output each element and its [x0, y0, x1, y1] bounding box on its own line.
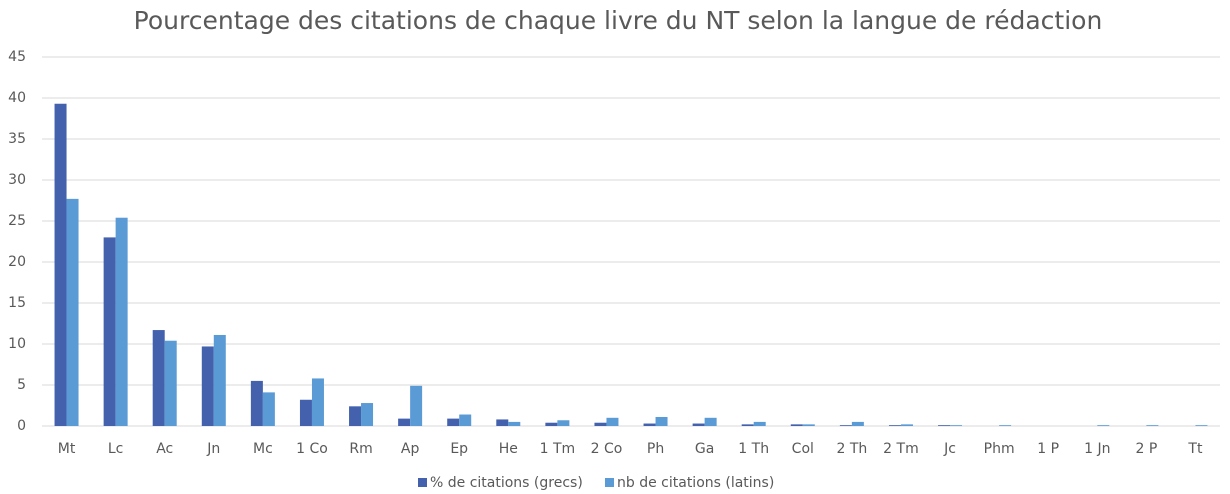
bar [164, 340, 177, 426]
bar [741, 424, 754, 426]
x-tick-label: 2 P [1135, 441, 1157, 457]
bar [753, 421, 766, 426]
bar [213, 334, 226, 426]
y-tick-label: 20 [8, 254, 26, 270]
legend-label: nb de citations (latins) [617, 475, 774, 491]
x-tick-label: 1 Co [296, 441, 328, 457]
x-tick-label: Ep [450, 441, 468, 457]
y-tick-label: 5 [17, 377, 26, 393]
bar [802, 424, 815, 426]
bar [66, 198, 79, 426]
x-tick-label: Mc [253, 441, 273, 457]
y-tick-label: 25 [8, 213, 26, 229]
bar [851, 421, 864, 426]
bar [201, 346, 214, 426]
x-tick-label: 1 P [1037, 441, 1059, 457]
bar [262, 392, 275, 426]
x-tick-label: Jc [943, 441, 956, 457]
x-tick-label: Col [792, 441, 814, 457]
x-tick-label: Tt [1187, 441, 1203, 457]
bar [950, 425, 963, 426]
x-tick-label: Ga [695, 441, 714, 457]
y-tick-label: 40 [8, 90, 26, 106]
bar [888, 425, 901, 426]
x-tick-label: 1 Tm [540, 441, 576, 457]
bar [938, 425, 951, 426]
x-tick-label: Phm [984, 441, 1015, 457]
bar [496, 419, 509, 426]
chart-title: Pourcentage des citations de chaque livr… [134, 6, 1103, 35]
y-tick-label: 45 [8, 49, 26, 65]
bar [545, 422, 558, 426]
bar [606, 417, 619, 426]
legend-swatch [418, 478, 427, 487]
legend-label: % de citations (grecs) [430, 475, 583, 491]
bar [839, 425, 852, 426]
x-tick-label: 2 Co [591, 441, 623, 457]
bar [1097, 425, 1110, 426]
bar [115, 217, 128, 426]
bar [900, 424, 913, 426]
bar [594, 422, 607, 426]
bar [790, 424, 803, 426]
bar [692, 423, 705, 426]
bar [655, 416, 668, 426]
x-tick-label: Ap [401, 441, 420, 457]
y-tick-label: 10 [8, 336, 26, 352]
bar [349, 406, 362, 426]
x-tick-label: Mt [58, 441, 76, 457]
legend-swatch [605, 478, 614, 487]
bar [643, 423, 656, 426]
x-tick-label: 1 Jn [1084, 441, 1110, 457]
x-tick-label: Ac [156, 441, 173, 457]
bar [999, 425, 1012, 426]
x-tick-label: 2 Th [836, 441, 867, 457]
bar [54, 103, 67, 427]
bar [704, 417, 717, 426]
y-tick-label: 30 [8, 172, 26, 188]
bar [299, 399, 312, 426]
bar [557, 420, 570, 426]
y-tick-label: 15 [8, 295, 26, 311]
x-tick-label: Rm [349, 441, 372, 457]
y-tick-label: 35 [8, 131, 26, 147]
x-tick-label: Lc [108, 441, 124, 457]
bar [103, 237, 116, 426]
x-tick-label: Jn [206, 441, 220, 457]
x-tick-label: 2 Tm [883, 441, 919, 457]
bar [1146, 425, 1159, 426]
bar [447, 418, 460, 426]
bar [1195, 425, 1208, 426]
bar [410, 385, 423, 426]
bar [459, 414, 472, 426]
bar [311, 378, 324, 426]
x-tick-label: 1 Th [738, 441, 769, 457]
bar [398, 418, 411, 426]
bar [250, 380, 263, 426]
x-tick-label: He [499, 441, 518, 457]
bar [152, 330, 165, 426]
bar [361, 403, 374, 426]
y-tick-label: 0 [17, 418, 26, 434]
bar [508, 421, 521, 426]
x-tick-label: Ph [647, 441, 664, 457]
